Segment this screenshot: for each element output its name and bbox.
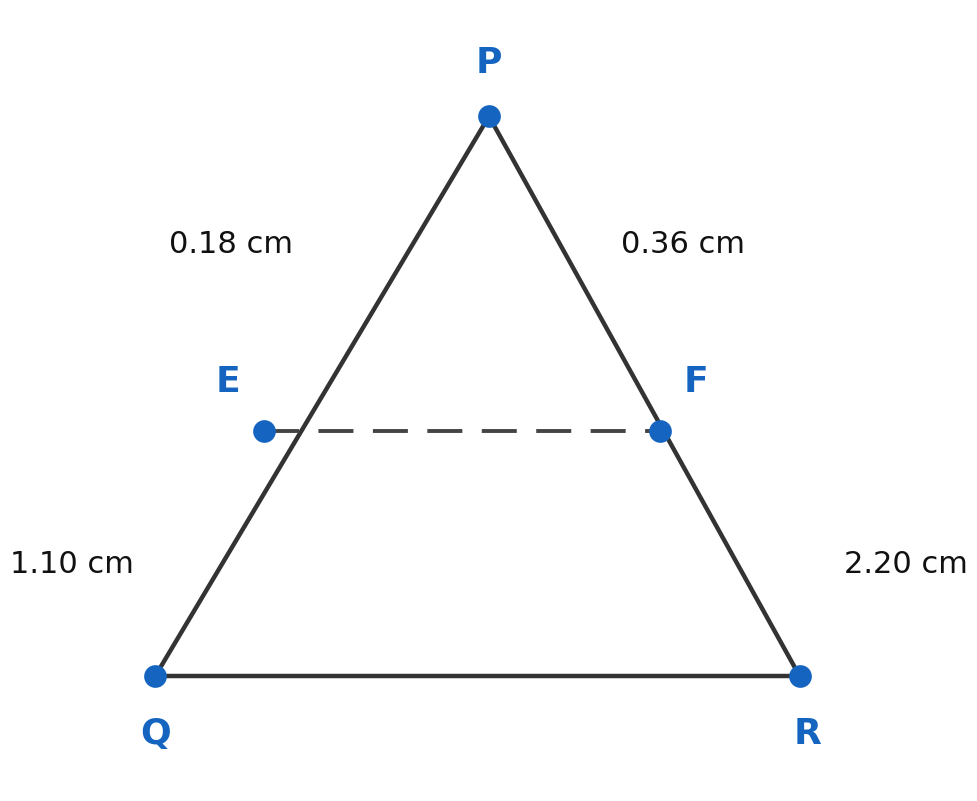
Text: 1.10 cm: 1.10 cm — [10, 549, 134, 578]
Point — [790, 670, 806, 682]
Point — [652, 425, 667, 437]
Text: F: F — [683, 365, 707, 399]
Text: R: R — [792, 718, 821, 751]
Text: 0.18 cm: 0.18 cm — [169, 231, 293, 260]
Text: 2.20 cm: 2.20 cm — [843, 549, 967, 578]
Point — [256, 425, 272, 437]
Text: Q: Q — [140, 718, 171, 751]
Text: P: P — [475, 46, 502, 80]
Point — [481, 110, 496, 123]
Text: 0.36 cm: 0.36 cm — [620, 231, 743, 260]
Text: E: E — [215, 365, 239, 399]
Point — [148, 670, 163, 682]
